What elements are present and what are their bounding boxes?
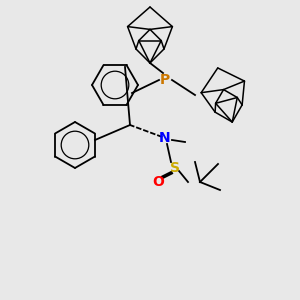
Text: O: O xyxy=(152,175,164,189)
Text: P: P xyxy=(160,73,170,87)
Text: S: S xyxy=(170,161,180,175)
Text: N: N xyxy=(159,131,171,145)
